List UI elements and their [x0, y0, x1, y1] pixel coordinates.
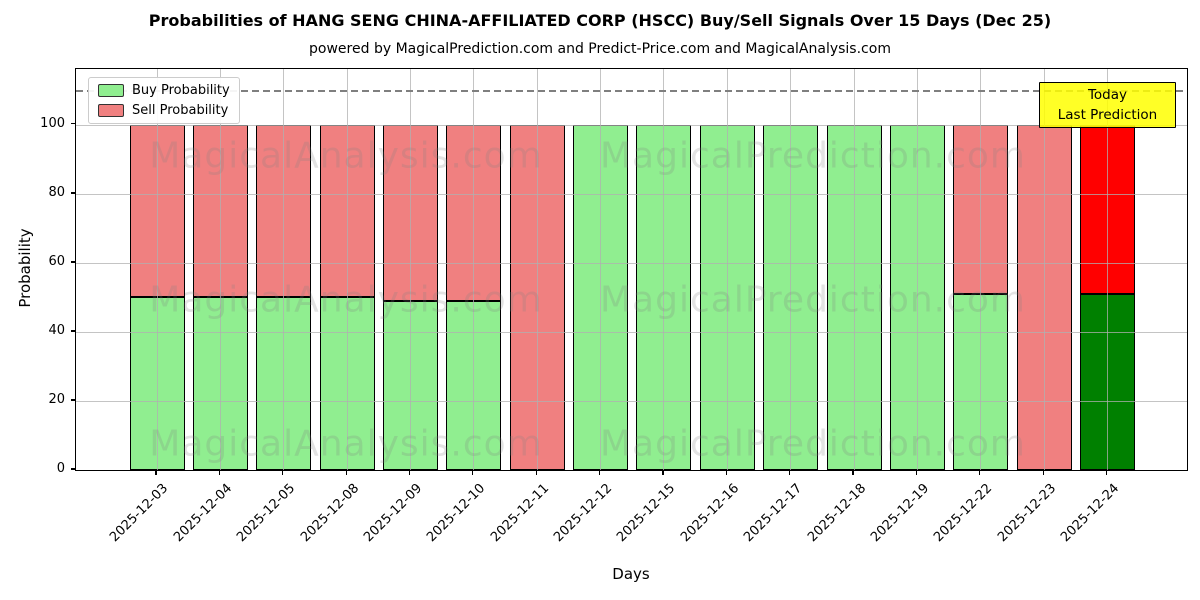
today-annotation-line1: Today: [1087, 87, 1128, 103]
h-gridline-100: [76, 124, 1187, 126]
today-annotation: Today Last Prediction: [1039, 82, 1176, 128]
v-gridline-2025-12-23: [1043, 69, 1045, 470]
legend: Buy Probability Sell Probability: [88, 77, 240, 124]
x-tick-label: 2025-12-05: [234, 481, 299, 546]
x-axis-label: Days: [612, 565, 650, 583]
chart-title: Probabilities of HANG SENG CHINA-AFFILIA…: [148, 11, 1052, 30]
watermark-text: MagicalPrediction.com: [600, 423, 1026, 465]
x-tick-label: 2025-12-15: [614, 481, 679, 546]
x-tick-label: 2025-12-22: [931, 481, 996, 546]
x-tick-label: 2025-12-10: [424, 481, 489, 546]
watermark-text: MagicalAnalysis.com: [149, 279, 543, 321]
plot-area: MagicalAnalysis.com MagicalPrediction.com…: [75, 68, 1188, 471]
v-gridline-2025-12-12: [600, 69, 602, 470]
legend-label: Buy Probability: [132, 83, 230, 98]
y-tick-label: 80: [48, 184, 65, 200]
x-tick-label: 2025-12-24: [1058, 481, 1123, 546]
x-tick-label: 2025-12-16: [677, 481, 742, 546]
h-gridline-40: [76, 331, 1187, 333]
v-gridline-2025-12-18: [853, 69, 855, 470]
legend-swatch-icon: [98, 84, 124, 97]
x-tick-label: 2025-12-04: [170, 481, 235, 546]
v-gridline-2025-12-08: [346, 69, 348, 470]
x-tick-label: 2025-12-19: [868, 481, 933, 546]
h-gridline-20: [76, 400, 1187, 402]
v-gridline-2025-12-17: [790, 69, 792, 470]
x-tick-label: 2025-12-18: [804, 481, 869, 546]
today-annotation-line2: Last Prediction: [1057, 107, 1158, 123]
v-gridline-2025-12-19: [916, 69, 918, 470]
x-tick-label: 2025-12-23: [994, 481, 1059, 546]
y-tick-label: 20: [48, 391, 65, 407]
h-gridline-60: [76, 262, 1187, 264]
y-tick-label: 40: [48, 322, 65, 338]
v-gridline-2025-12-04: [219, 69, 221, 470]
dashed-threshold-line: [76, 90, 1187, 92]
watermark-text: MagicalAnalysis.com: [149, 423, 543, 465]
x-tick-label: 2025-12-08: [297, 481, 362, 546]
x-tick-label: 2025-12-03: [107, 481, 172, 546]
v-gridline-2025-12-05: [283, 69, 285, 470]
v-gridline-2025-12-11: [536, 69, 538, 470]
watermark-text: MagicalPrediction.com: [600, 135, 1026, 177]
v-gridline-2025-12-03: [156, 69, 158, 470]
v-gridline-2025-12-15: [663, 69, 665, 470]
watermark-text: MagicalPrediction.com: [600, 279, 1026, 321]
v-gridline-2025-12-24: [1107, 69, 1109, 470]
v-gridline-2025-12-10: [473, 69, 475, 470]
legend-label: Sell Probability: [132, 103, 229, 118]
watermark-text: MagicalAnalysis.com: [149, 135, 543, 177]
x-tick-label: 2025-12-17: [741, 481, 806, 546]
x-tick-label: 2025-12-12: [551, 481, 616, 546]
legend-item: Buy Probability: [98, 83, 230, 98]
chart-subtitle: powered by MagicalPrediction.com and Pre…: [309, 41, 891, 57]
legend-swatch-icon: [98, 104, 124, 117]
y-axis-label: Probability: [16, 228, 34, 308]
v-gridline-2025-12-09: [409, 69, 411, 470]
h-gridline-80: [76, 193, 1187, 195]
y-tick-label: 100: [40, 115, 65, 131]
y-tick-label: 0: [56, 461, 65, 476]
legend-item: Sell Probability: [98, 103, 230, 118]
x-tick-label: 2025-12-09: [361, 481, 426, 546]
x-tick-label: 2025-12-11: [487, 481, 552, 546]
v-gridline-2025-12-16: [726, 69, 728, 470]
v-gridline-2025-12-22: [980, 69, 982, 470]
